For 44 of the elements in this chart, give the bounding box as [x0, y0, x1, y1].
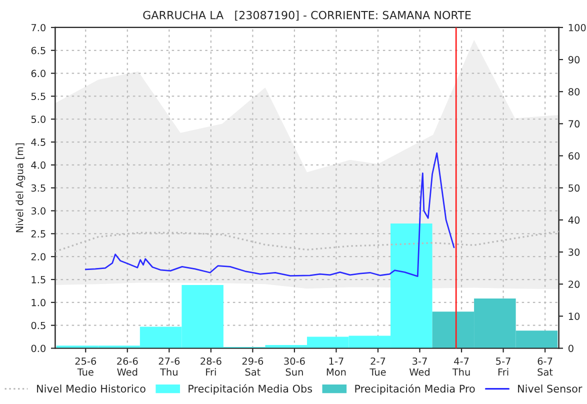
legend-label: Nivel Sensor [518, 384, 582, 393]
y-tick-label: 3.0 [31, 207, 46, 215]
y-tick-label: 5.5 [31, 92, 46, 100]
x-tick-label: 26-6 Wed [117, 357, 138, 376]
legend-label: Nivel Medio Historico [37, 384, 146, 393]
y-tick-label: 7.0 [31, 24, 46, 32]
y-tick-label: 3.5 [31, 184, 46, 192]
y2-tick-label: 80 [568, 88, 580, 96]
chart-title: GARRUCHA LA [23087190] - CORRIENTE: SAMANA NORTE [143, 10, 471, 21]
legend-label: Precipitación Media Obs [188, 384, 312, 395]
y2-tick-label: 20 [568, 280, 580, 288]
y-tick-label: 5.0 [31, 116, 46, 123]
y2-tick-label: 50 [568, 184, 580, 192]
y-tick-label: 6.5 [31, 46, 46, 54]
x-tick-label: 27-6 Thu [158, 357, 180, 376]
y2-tick-label: 90 [568, 56, 580, 64]
y2-tick-label: 10 [568, 312, 580, 320]
y-tick-label: 1.5 [32, 276, 46, 284]
x-tick-label: 28-6 Fri [200, 357, 222, 376]
x-tick-label: 1-7 Mon [326, 358, 346, 376]
y-tick-label: 4.0 [31, 161, 46, 169]
y2-tick-label: 0 [568, 344, 574, 352]
x-tick-label: 2-7 Tue [370, 357, 386, 376]
y2-tick-label: 30 [568, 248, 580, 256]
y2-tick-label: 60 [568, 152, 580, 160]
y-axis-title: Nivel del Agua [m] [16, 143, 26, 232]
x-tick-label: 29-6 Sat [242, 357, 264, 376]
y-tick-label: 2.5 [31, 230, 46, 238]
y2-tick-label: 100 [568, 24, 586, 32]
x-tick-label: 5-7 Fri [496, 358, 510, 376]
y-tick-label: 0.5 [31, 322, 46, 330]
x-tick-label: 4-7 Thu [452, 358, 470, 376]
x-tick-label: 6-7 Sat [538, 357, 553, 376]
y-tick-label: 2.0 [31, 253, 46, 260]
y-tick-label: 0.0 [31, 344, 46, 352]
x-tick-label: 3-7 Wed [409, 357, 430, 376]
x-tick-label: 30-6 Sun [284, 357, 305, 376]
y-tick-label: 1.0 [32, 298, 46, 306]
y-tick-label: 6.0 [31, 70, 46, 78]
y2-tick-label: 70 [568, 120, 580, 128]
y-tick-label: 4.5 [31, 138, 46, 146]
legend-label: Precipitación Media Pro [355, 384, 475, 395]
x-tick-label: 25-6 Tue [75, 357, 96, 376]
y2-tick-label: 40 [568, 216, 580, 224]
